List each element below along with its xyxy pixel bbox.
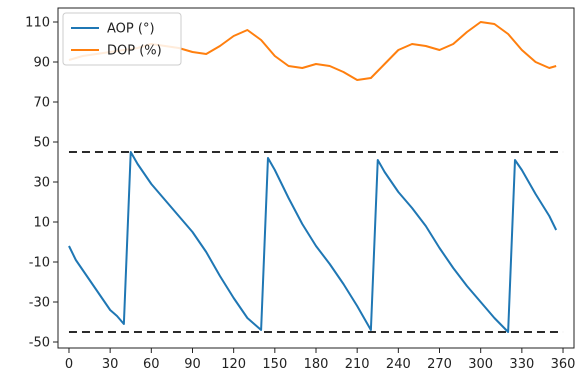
legend-label: AOP (°) [107, 22, 155, 37]
x-tick-label: 300 [468, 357, 493, 372]
x-tick-label: 150 [262, 357, 287, 372]
x-tick-label: 180 [304, 357, 329, 372]
y-tick-label: 30 [33, 176, 50, 191]
y-tick-label: -50 [29, 336, 50, 351]
x-tick-label: 360 [551, 357, 576, 372]
y-tick-label: 110 [25, 16, 50, 31]
y-tick-label: -30 [29, 296, 50, 311]
y-tick-label: 70 [33, 96, 50, 111]
x-tick-label: 270 [427, 357, 452, 372]
legend: AOP (°) DOP (%) [62, 12, 182, 66]
x-tick-label: 30 [102, 357, 119, 372]
y-tick-label: -10 [29, 256, 50, 271]
x-tick-label: 90 [184, 357, 201, 372]
y-tick-label: 90 [33, 56, 50, 71]
x-tick-label: 60 [143, 357, 160, 372]
x-tick-label: 330 [509, 357, 534, 372]
series-line-aop [68, 151, 558, 333]
y-axis: -50 -30 -10 10 30 50 70 90 110 [25, 16, 58, 351]
x-tick-label: 120 [221, 357, 246, 372]
y-tick-label: 50 [33, 136, 50, 151]
legend-box [62, 12, 182, 66]
y-tick-label: 10 [33, 216, 50, 231]
legend-label: DOP (%) [107, 44, 162, 59]
x-axis: 0 30 60 90 120 150 180 210 240 270 300 330 360 [65, 348, 576, 372]
x-tick-label: 210 [345, 357, 370, 372]
x-tick-label: 240 [386, 357, 411, 372]
x-tick-label: 0 [65, 357, 73, 372]
